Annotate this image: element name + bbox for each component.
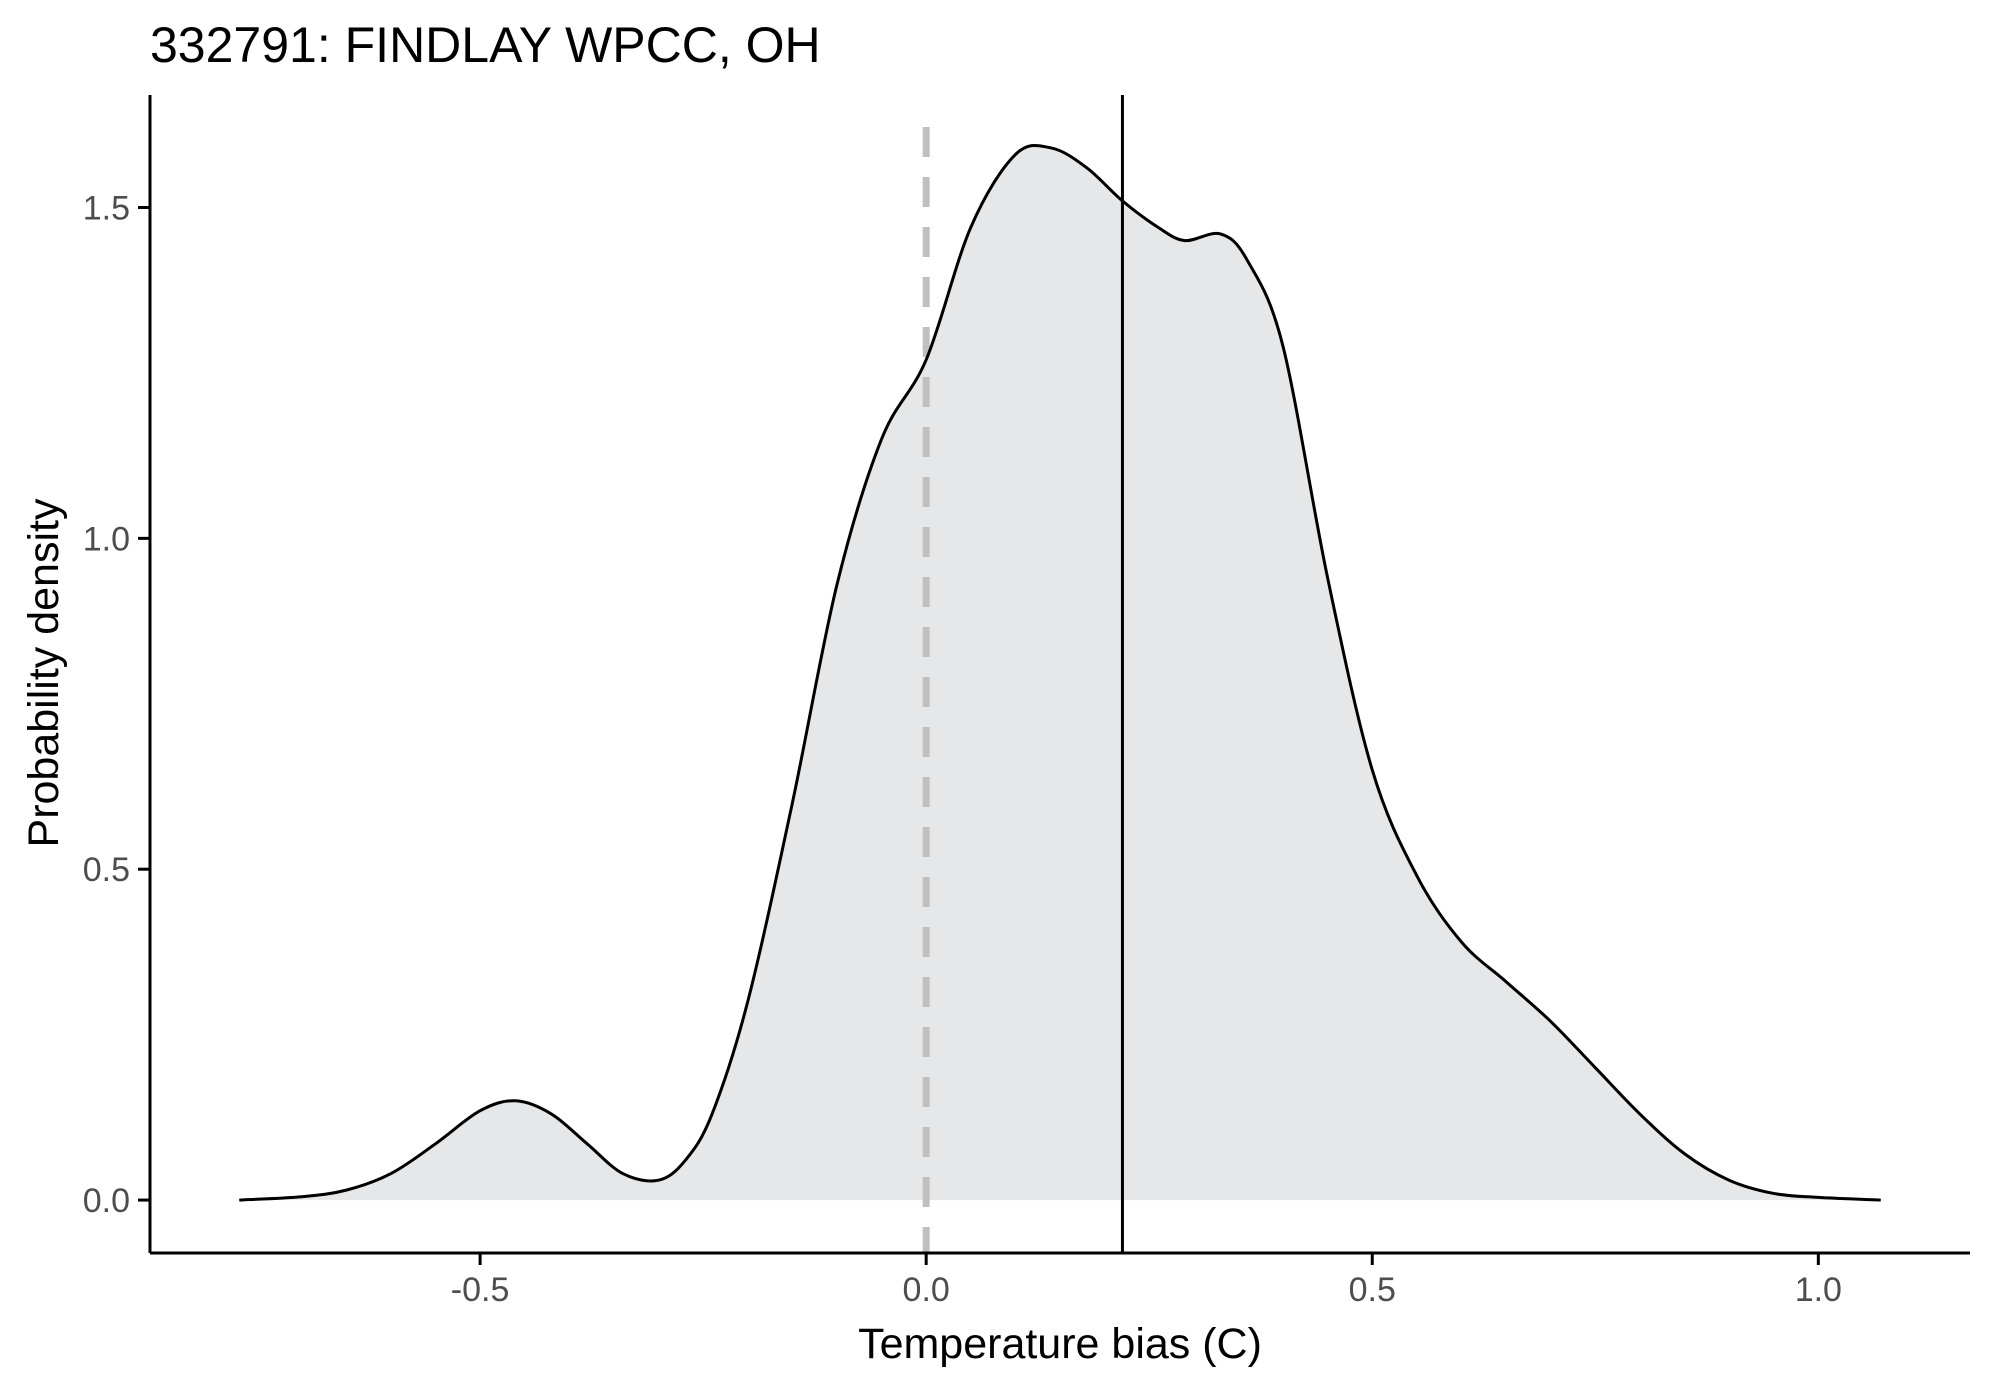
density-fill [239, 145, 1881, 1201]
y-tick-label: 0.5 [83, 851, 130, 889]
x-tick-label: 0.5 [1349, 1271, 1396, 1309]
x-axis-title: Temperature bias (C) [858, 1320, 1262, 1368]
plot-area [239, 95, 1881, 1253]
y-axis-title: Probability density [20, 498, 68, 847]
chart-title: 332791: FINDLAY WPCC, OH [150, 17, 821, 73]
y-tick-label: 0.0 [83, 1182, 130, 1220]
x-tick-label: -0.5 [451, 1271, 510, 1309]
x-tick-label: 0.0 [903, 1271, 950, 1309]
density-curve [239, 143, 1881, 1202]
x-tick-label: 1.0 [1795, 1271, 1842, 1309]
y-tick-label: 1.5 [83, 189, 130, 227]
y-tick-label: 1.0 [83, 520, 130, 558]
x-axis-ticks: -0.5 0.0 0.5 1.0 [451, 1253, 1842, 1309]
y-axis-ticks: 0.0 0.5 1.0 1.5 [83, 189, 150, 1220]
